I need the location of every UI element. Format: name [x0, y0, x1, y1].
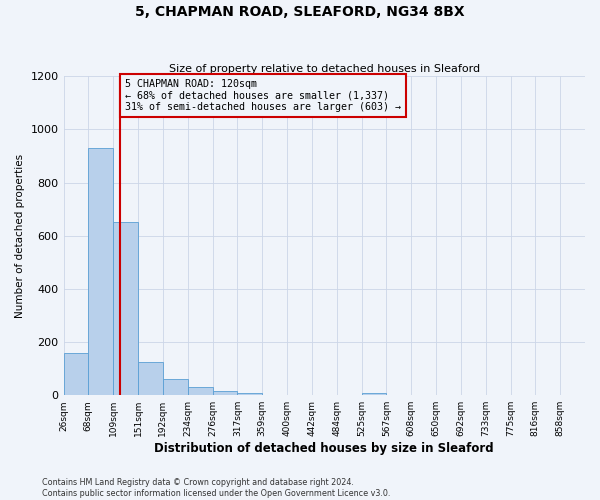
- Bar: [212, 391, 238, 395]
- Bar: [163, 378, 188, 395]
- Bar: [188, 387, 212, 395]
- Bar: [64, 352, 88, 395]
- Bar: [113, 222, 138, 395]
- X-axis label: Distribution of detached houses by size in Sleaford: Distribution of detached houses by size …: [154, 442, 494, 455]
- Y-axis label: Number of detached properties: Number of detached properties: [15, 154, 25, 318]
- Text: 5, CHAPMAN ROAD, SLEAFORD, NG34 8BX: 5, CHAPMAN ROAD, SLEAFORD, NG34 8BX: [135, 5, 465, 19]
- Title: Size of property relative to detached houses in Sleaford: Size of property relative to detached ho…: [169, 64, 480, 74]
- Bar: [238, 392, 262, 395]
- Text: Contains HM Land Registry data © Crown copyright and database right 2024.
Contai: Contains HM Land Registry data © Crown c…: [42, 478, 391, 498]
- Text: 5 CHAPMAN ROAD: 120sqm
← 68% of detached houses are smaller (1,337)
31% of semi-: 5 CHAPMAN ROAD: 120sqm ← 68% of detached…: [125, 79, 401, 112]
- Bar: [138, 362, 163, 395]
- Bar: [88, 148, 113, 395]
- Bar: [362, 392, 386, 395]
